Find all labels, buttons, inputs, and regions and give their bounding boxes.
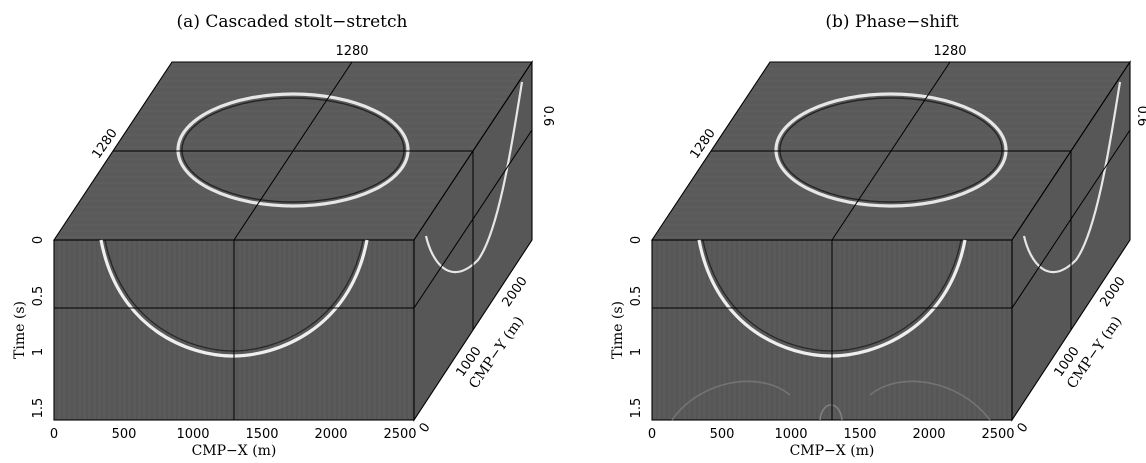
x-tick: 1500: [245, 427, 278, 442]
panel-b-front-smile-event: [697, 239, 967, 358]
panel-b-z-ticks: 0 0.5 1 1.5: [629, 236, 644, 418]
panel-b: (b) Phase−shift 1280 1280 0.6 0 500 1000…: [610, 12, 1146, 459]
panel-a: (a) Cascaded stolt−stretch 1280 1280 0.6…: [12, 12, 555, 459]
panel-b-zlabel: Time (s): [610, 301, 626, 359]
x-tick: 500: [112, 427, 137, 442]
panel-b-halo-event: [671, 380, 991, 421]
x-tick: 2000: [314, 427, 347, 442]
panel-a-z-ticks: 0 0.5 1 1.5: [31, 236, 46, 418]
panel-b-cut-x-label: 1280: [933, 44, 966, 59]
x-tick: 2000: [912, 427, 945, 442]
panel-a-cut-x-label: 1280: [335, 44, 368, 59]
x-tick: 1000: [176, 427, 209, 442]
panel-a-side-event: [424, 81, 524, 274]
z-tick: 0.5: [31, 286, 46, 307]
panel-b-top-ellipse-event: [774, 92, 1008, 208]
x-tick: 0: [648, 427, 656, 442]
z-tick: 0.5: [629, 286, 644, 307]
panel-a-cut-t-side: [413, 129, 533, 309]
panel-b-title: (b) Phase−shift: [825, 12, 959, 32]
panel-a-front-smile-event: [99, 239, 369, 358]
panel-a-title: (a) Cascaded stolt−stretch: [177, 12, 408, 32]
x-tick: 500: [710, 427, 735, 442]
panel-b-cut-t-side: [1011, 129, 1131, 309]
panel-a-zlabel: Time (s): [12, 301, 28, 359]
x-tick: 0: [50, 427, 58, 442]
x-tick: 1500: [843, 427, 876, 442]
z-tick: 0: [629, 236, 644, 244]
panel-a-top-ellipse-event: [176, 92, 410, 208]
x-tick: 1000: [774, 427, 807, 442]
x-tick: 2500: [981, 427, 1014, 442]
y-tick: 0: [417, 420, 434, 435]
panel-b-cut-t-label: 0.6: [1134, 106, 1146, 127]
z-tick: 0: [31, 236, 46, 244]
z-tick: 1.5: [629, 398, 644, 419]
panel-b-xlabel: CMP−X (m): [790, 443, 875, 459]
y-tick: 0: [1015, 420, 1032, 435]
panel-b-x-ticks: 0 500 1000 1500 2000 2500: [648, 427, 1015, 442]
z-tick: 1: [31, 348, 46, 356]
x-tick: 2500: [383, 427, 416, 442]
panel-a-cut-t-label: 0.6: [540, 106, 555, 127]
panel-a-x-ticks: 0 500 1000 1500 2000 2500: [50, 427, 417, 442]
panel-b-side-event: [1022, 81, 1122, 274]
z-tick: 1.5: [31, 398, 46, 419]
panel-a-xlabel: CMP−X (m): [192, 443, 277, 459]
z-tick: 1: [629, 348, 644, 356]
